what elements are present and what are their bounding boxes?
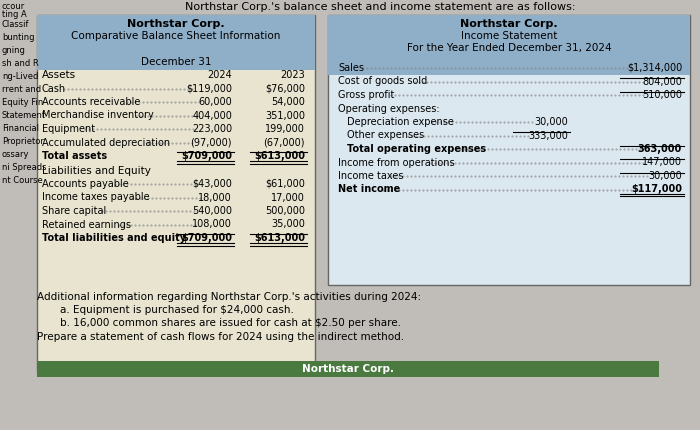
Text: Gross profit: Gross profit — [338, 90, 394, 100]
Text: 333,000: 333,000 — [528, 130, 568, 141]
Text: Total operating expenses: Total operating expenses — [347, 144, 486, 154]
Text: Cost of goods sold: Cost of goods sold — [338, 77, 427, 86]
Text: Sales: Sales — [338, 63, 364, 73]
Text: 17,000: 17,000 — [271, 193, 305, 203]
Text: nt Course: nt Course — [2, 176, 43, 185]
Text: Income taxes payable: Income taxes payable — [42, 193, 150, 203]
Text: rrent and: rrent and — [2, 85, 41, 94]
Text: Northstar Corp.: Northstar Corp. — [302, 364, 394, 374]
Text: Classif: Classif — [2, 20, 29, 29]
Text: Accounts payable: Accounts payable — [42, 179, 129, 189]
Text: Prepare a statement of cash flows for 2024 using the indirect method.: Prepare a statement of cash flows for 20… — [37, 332, 404, 342]
Text: Share capital: Share capital — [42, 206, 106, 216]
Text: Income from operations: Income from operations — [338, 157, 454, 168]
Text: 35,000: 35,000 — [271, 219, 305, 230]
Text: Proprietor: Proprietor — [2, 137, 44, 146]
Text: $709,000: $709,000 — [181, 233, 232, 243]
Text: $709,000: $709,000 — [181, 151, 232, 161]
FancyBboxPatch shape — [37, 15, 315, 372]
Text: 147,000: 147,000 — [642, 157, 682, 168]
Text: 30,000: 30,000 — [648, 171, 682, 181]
Text: Statement: Statement — [2, 111, 46, 120]
Text: Other expenses: Other expenses — [347, 130, 424, 141]
Text: 500,000: 500,000 — [265, 206, 305, 216]
Text: Northstar Corp.'s balance sheet and income statement are as follows:: Northstar Corp.'s balance sheet and inco… — [185, 2, 575, 12]
Text: 54,000: 54,000 — [271, 97, 305, 107]
Text: Total assets: Total assets — [42, 151, 107, 161]
Text: Income Statement: Income Statement — [461, 31, 557, 41]
Text: Net income: Net income — [338, 184, 400, 194]
Text: bunting: bunting — [2, 33, 34, 42]
Text: Retained earnings: Retained earnings — [42, 219, 131, 230]
Text: $613,000: $613,000 — [254, 233, 305, 243]
Text: 18,000: 18,000 — [198, 193, 232, 203]
Text: Accumulated depreciation: Accumulated depreciation — [42, 138, 170, 147]
Text: Northstar Corp.: Northstar Corp. — [460, 19, 558, 29]
Text: Liabilities and Equity: Liabilities and Equity — [42, 166, 151, 175]
Text: Financial: Financial — [2, 124, 39, 133]
Text: ni Spreads: ni Spreads — [2, 163, 46, 172]
Text: 30,000: 30,000 — [534, 117, 568, 127]
Text: 2023: 2023 — [280, 70, 305, 80]
Text: December 31: December 31 — [141, 57, 211, 67]
Text: 223,000: 223,000 — [192, 124, 232, 134]
FancyBboxPatch shape — [328, 15, 690, 285]
Text: ccour: ccour — [2, 2, 25, 11]
Text: Total liabilities and equity: Total liabilities and equity — [42, 233, 186, 243]
Text: Additional information regarding Northstar Corp.'s activities during 2024:: Additional information regarding Northst… — [37, 292, 421, 302]
Text: Equity Fin: Equity Fin — [2, 98, 43, 107]
Text: 199,000: 199,000 — [265, 124, 305, 134]
Text: Income taxes: Income taxes — [338, 171, 403, 181]
Text: $61,000: $61,000 — [265, 179, 305, 189]
Text: 540,000: 540,000 — [192, 206, 232, 216]
Text: (67,000): (67,000) — [263, 138, 305, 147]
Text: Merchandise inventory: Merchandise inventory — [42, 111, 154, 120]
Text: 804,000: 804,000 — [642, 77, 682, 86]
Text: $117,000: $117,000 — [631, 184, 682, 194]
Text: Assets: Assets — [42, 70, 76, 80]
Text: 510,000: 510,000 — [642, 90, 682, 100]
Text: ng-Lived: ng-Lived — [2, 72, 38, 81]
Text: Comparative Balance Sheet Information: Comparative Balance Sheet Information — [71, 31, 281, 41]
Text: For the Year Ended December 31, 2024: For the Year Ended December 31, 2024 — [407, 43, 611, 53]
Text: $1,314,000: $1,314,000 — [626, 63, 682, 73]
Text: gning: gning — [2, 46, 26, 55]
Text: Equipment: Equipment — [42, 124, 95, 134]
Text: 2024: 2024 — [207, 70, 232, 80]
Text: Depreciation expense: Depreciation expense — [347, 117, 454, 127]
Text: 404,000: 404,000 — [192, 111, 232, 120]
Text: Operating expenses:: Operating expenses: — [338, 104, 440, 114]
FancyBboxPatch shape — [37, 15, 315, 70]
Text: $43,000: $43,000 — [192, 179, 232, 189]
Text: Cash: Cash — [42, 83, 66, 93]
Text: ossary: ossary — [2, 150, 29, 159]
Text: Accounts receivable: Accounts receivable — [42, 97, 141, 107]
FancyBboxPatch shape — [37, 361, 659, 377]
Text: 351,000: 351,000 — [265, 111, 305, 120]
Text: a. Equipment is purchased for $24,000 cash.: a. Equipment is purchased for $24,000 ca… — [60, 305, 294, 315]
Text: (97,000): (97,000) — [190, 138, 232, 147]
Text: $76,000: $76,000 — [265, 83, 305, 93]
Text: 108,000: 108,000 — [192, 219, 232, 230]
Text: sh and R: sh and R — [2, 59, 38, 68]
Text: $119,000: $119,000 — [186, 83, 232, 93]
Text: b. 16,000 common shares are issued for cash at $2.50 per share.: b. 16,000 common shares are issued for c… — [60, 318, 401, 328]
FancyBboxPatch shape — [328, 15, 690, 75]
Text: $613,000: $613,000 — [254, 151, 305, 161]
Text: ting A: ting A — [2, 10, 27, 19]
Text: 60,000: 60,000 — [198, 97, 232, 107]
Text: 363,000: 363,000 — [638, 144, 682, 154]
Text: Northstar Corp.: Northstar Corp. — [127, 19, 225, 29]
